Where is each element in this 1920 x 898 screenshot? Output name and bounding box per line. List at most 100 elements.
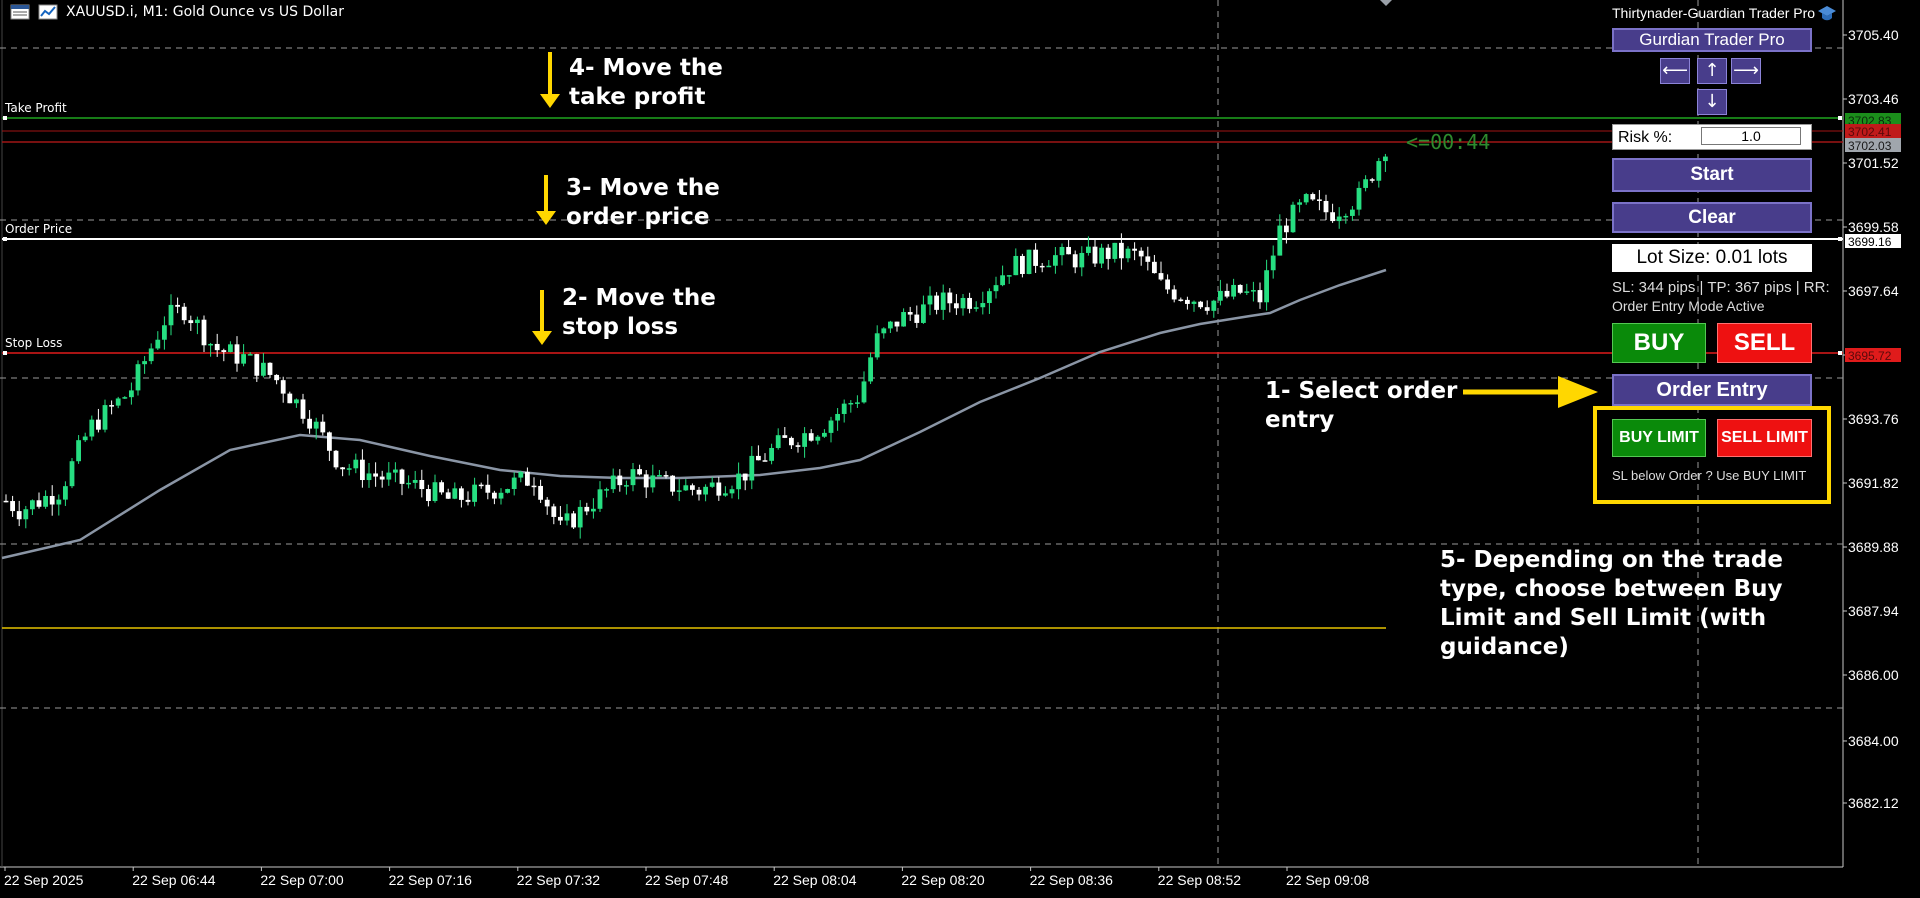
time-tick-label: 22 Sep 08:36	[1030, 872, 1114, 888]
candle-body	[1033, 249, 1038, 266]
candle-body	[703, 486, 708, 495]
candle-body	[789, 437, 794, 446]
candle-body	[690, 485, 695, 490]
candle-body	[947, 292, 953, 304]
time-tick-label: 22 Sep 07:16	[389, 872, 473, 888]
candle-body	[1257, 290, 1263, 303]
candle-body	[1138, 250, 1144, 257]
mid-price-tag: 3702.41	[1848, 125, 1892, 139]
order-price-tag: 3699.16	[1848, 235, 1892, 249]
line-handle	[3, 116, 7, 120]
candle-body	[1006, 275, 1012, 277]
candle-body	[914, 314, 920, 323]
candle-body	[333, 450, 339, 468]
price-tick-label: 3691.82	[1848, 475, 1899, 491]
mid-price-tag-bg	[1845, 124, 1901, 138]
move-up-button[interactable]: ↑	[1697, 58, 1727, 84]
candle-body	[340, 467, 345, 470]
line-handle	[1838, 237, 1842, 241]
sell-button[interactable]: SELL	[1717, 323, 1812, 363]
candle-body	[742, 473, 748, 481]
buy-limit-button[interactable]: BUY LIMIT	[1612, 419, 1706, 457]
candle-body	[756, 455, 761, 461]
candle-body	[1092, 246, 1098, 264]
candle-body	[650, 475, 656, 488]
buy-button[interactable]: BUY	[1612, 323, 1706, 363]
line-handle	[1838, 351, 1842, 355]
annotation-text: 4- Move the	[569, 55, 723, 81]
candle-body	[848, 402, 854, 405]
candle-body	[828, 420, 834, 433]
candle-body	[1231, 284, 1236, 297]
start-button[interactable]: Start	[1612, 158, 1812, 192]
order-entry-button[interactable]: Order Entry	[1612, 374, 1812, 406]
candle-body	[221, 350, 227, 353]
candle-body	[993, 285, 999, 292]
candle-body	[1317, 199, 1322, 201]
candle-body	[1211, 300, 1217, 311]
candle-body	[564, 513, 570, 521]
candle-body	[267, 362, 273, 375]
risk-input[interactable]	[1701, 127, 1801, 145]
candle-body	[459, 488, 464, 500]
candle-body	[56, 499, 62, 505]
candle-body	[1026, 249, 1032, 274]
candle-body	[1204, 307, 1210, 311]
candle-body	[960, 297, 966, 309]
scroll-marker-icon[interactable]	[1378, 0, 1394, 8]
candle-body	[399, 469, 405, 484]
candle-body	[1059, 246, 1065, 256]
candle-body	[927, 295, 933, 305]
clear-button[interactable]: Clear	[1612, 202, 1812, 233]
bid-price-tag: 3702.03	[1848, 139, 1892, 153]
candle-body	[135, 364, 141, 391]
candle-body	[1224, 290, 1230, 297]
candle-body	[855, 402, 860, 404]
candle-body	[63, 486, 68, 500]
candle-body	[1086, 246, 1091, 253]
candle-body	[3, 500, 9, 503]
candle-body	[630, 469, 636, 486]
candle-body	[881, 328, 887, 334]
chart-menu-icon[interactable]	[10, 4, 30, 20]
candle-body	[835, 413, 840, 421]
candle-body	[815, 436, 821, 441]
panel-header-button[interactable]: Gurdian Trader Pro	[1612, 28, 1812, 52]
candle-body	[1020, 255, 1025, 274]
candle-body	[1376, 161, 1382, 181]
candle-body	[406, 482, 411, 485]
sell-limit-button[interactable]: SELL LIMIT	[1717, 419, 1812, 457]
candle-body	[168, 304, 174, 326]
candle-body	[544, 499, 550, 507]
candle-body	[967, 297, 972, 309]
expert-icon[interactable]	[38, 4, 58, 20]
candle-body	[1264, 270, 1269, 303]
take-profit-label: Take Profit	[5, 101, 67, 115]
move-right-button[interactable]: ⟶	[1731, 58, 1761, 84]
price-tick-label: 3693.76	[1848, 411, 1899, 427]
candle-body	[1336, 216, 1342, 222]
candle-body	[1356, 187, 1362, 210]
candle-body	[518, 471, 524, 478]
candle-body	[551, 506, 557, 517]
candle-body	[313, 421, 319, 429]
move-left-button[interactable]: ⟵	[1660, 58, 1690, 84]
candle-body	[287, 393, 293, 404]
line-handle	[3, 237, 7, 241]
candle-body	[36, 500, 42, 507]
candle-body	[228, 344, 233, 353]
annotation-text: 1- Select order	[1265, 378, 1458, 404]
candle-body	[69, 461, 75, 487]
annotation-text: Limit and Sell Limit (with	[1440, 605, 1767, 631]
time-tick-label: 22 Sep 07:48	[645, 872, 729, 888]
candle-body	[102, 405, 108, 430]
candle-body	[274, 374, 279, 381]
candle-body	[1185, 299, 1190, 304]
candle-body	[498, 492, 504, 499]
candle-body	[254, 354, 260, 376]
move-down-button[interactable]: ↓	[1697, 89, 1727, 115]
candle-body	[1297, 202, 1302, 205]
candle-body	[709, 482, 715, 487]
candle-body	[393, 469, 398, 473]
